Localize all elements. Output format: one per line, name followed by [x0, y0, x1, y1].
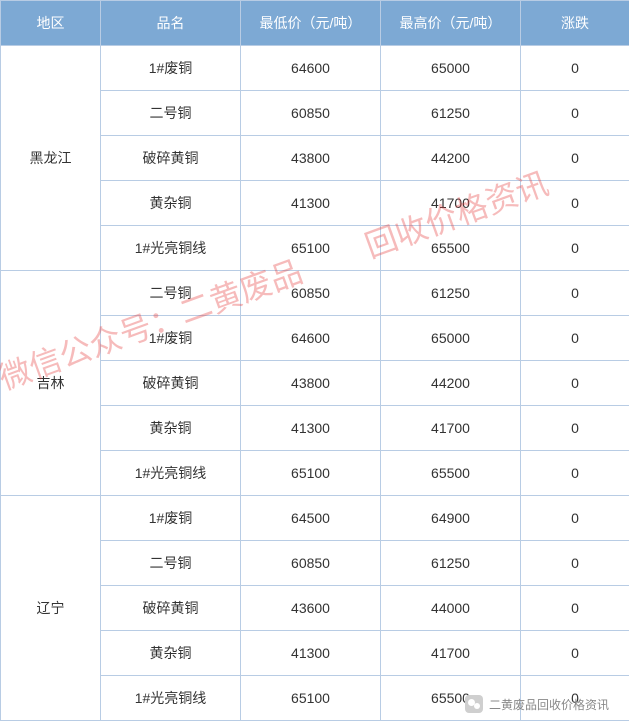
low-cell: 60850: [241, 541, 381, 586]
high-cell: 44200: [381, 361, 521, 406]
high-cell: 44000: [381, 586, 521, 631]
table-row: 辽宁1#废铜64500649000: [1, 496, 629, 541]
change-cell: 0: [521, 451, 629, 496]
product-cell: 二号铜: [101, 541, 241, 586]
low-cell: 41300: [241, 631, 381, 676]
product-cell: 1#光亮铜线: [101, 676, 241, 721]
high-cell: 65000: [381, 316, 521, 361]
high-cell: 65500: [381, 226, 521, 271]
change-cell: 0: [521, 496, 629, 541]
change-cell: 0: [521, 136, 629, 181]
change-cell: 0: [521, 271, 629, 316]
high-cell: 41700: [381, 631, 521, 676]
low-cell: 43800: [241, 361, 381, 406]
region-cell: 黑龙江: [1, 46, 101, 271]
region-cell: 吉林: [1, 271, 101, 496]
product-cell: 黄杂铜: [101, 181, 241, 226]
change-cell: 0: [521, 226, 629, 271]
high-cell: 61250: [381, 541, 521, 586]
low-cell: 41300: [241, 181, 381, 226]
table-row: 黑龙江1#废铜64600650000: [1, 46, 629, 91]
change-cell: 0: [521, 586, 629, 631]
change-cell: 0: [521, 181, 629, 226]
change-cell: 0: [521, 676, 629, 721]
high-cell: 41700: [381, 181, 521, 226]
low-cell: 64500: [241, 496, 381, 541]
product-cell: 1#光亮铜线: [101, 226, 241, 271]
high-cell: 64900: [381, 496, 521, 541]
high-cell: 65500: [381, 451, 521, 496]
low-cell: 64600: [241, 316, 381, 361]
low-cell: 64600: [241, 46, 381, 91]
table-row: 吉林二号铜60850612500: [1, 271, 629, 316]
high-cell: 61250: [381, 271, 521, 316]
product-cell: 1#废铜: [101, 46, 241, 91]
col-header-low: 最低价（元/吨）: [241, 1, 381, 46]
change-cell: 0: [521, 406, 629, 451]
col-header-high: 最高价（元/吨）: [381, 1, 521, 46]
low-cell: 65100: [241, 676, 381, 721]
change-cell: 0: [521, 631, 629, 676]
price-table: 地区 品名 最低价（元/吨） 最高价（元/吨） 涨跌 黑龙江1#废铜646006…: [0, 0, 629, 721]
change-cell: 0: [521, 361, 629, 406]
table-header-row: 地区 品名 最低价（元/吨） 最高价（元/吨） 涨跌: [1, 1, 629, 46]
change-cell: 0: [521, 316, 629, 361]
product-cell: 黄杂铜: [101, 406, 241, 451]
low-cell: 60850: [241, 91, 381, 136]
region-cell: 辽宁: [1, 496, 101, 721]
col-header-region: 地区: [1, 1, 101, 46]
product-cell: 1#废铜: [101, 316, 241, 361]
high-cell: 44200: [381, 136, 521, 181]
low-cell: 60850: [241, 271, 381, 316]
high-cell: 41700: [381, 406, 521, 451]
low-cell: 65100: [241, 451, 381, 496]
product-cell: 二号铜: [101, 271, 241, 316]
change-cell: 0: [521, 91, 629, 136]
product-cell: 破碎黄铜: [101, 136, 241, 181]
low-cell: 65100: [241, 226, 381, 271]
high-cell: 61250: [381, 91, 521, 136]
product-cell: 1#光亮铜线: [101, 451, 241, 496]
change-cell: 0: [521, 541, 629, 586]
low-cell: 43800: [241, 136, 381, 181]
product-cell: 1#废铜: [101, 496, 241, 541]
product-cell: 破碎黄铜: [101, 361, 241, 406]
product-cell: 二号铜: [101, 91, 241, 136]
change-cell: 0: [521, 46, 629, 91]
high-cell: 65500: [381, 676, 521, 721]
product-cell: 黄杂铜: [101, 631, 241, 676]
product-cell: 破碎黄铜: [101, 586, 241, 631]
col-header-product: 品名: [101, 1, 241, 46]
low-cell: 43600: [241, 586, 381, 631]
low-cell: 41300: [241, 406, 381, 451]
col-header-change: 涨跌: [521, 1, 629, 46]
high-cell: 65000: [381, 46, 521, 91]
